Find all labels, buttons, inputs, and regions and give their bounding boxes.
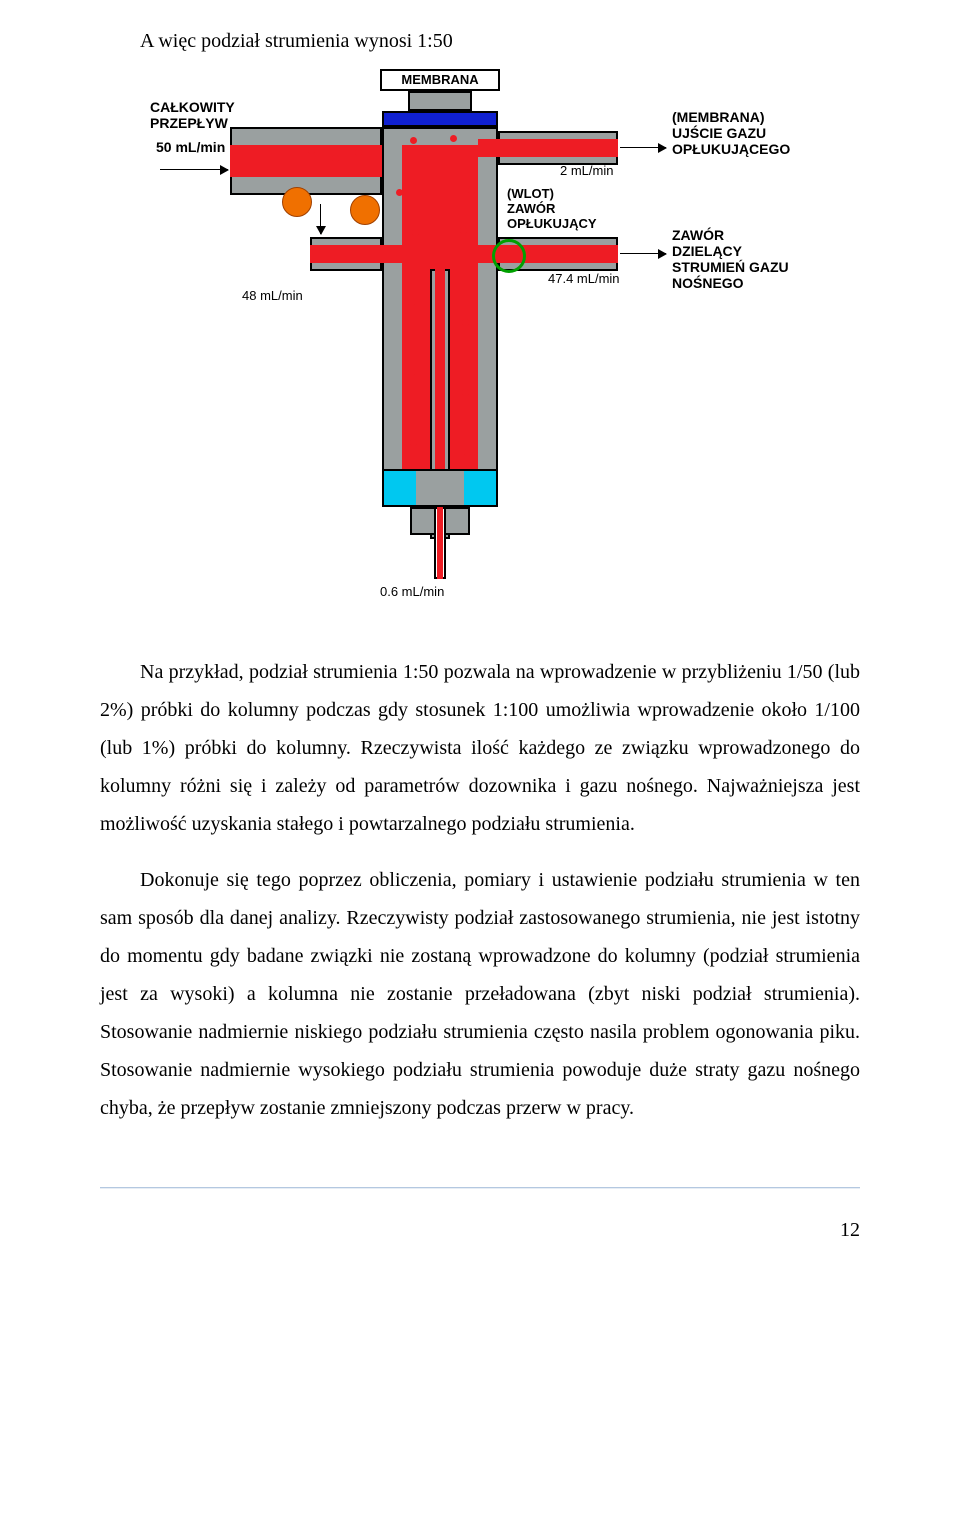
zawor-dzielacy-label: ZAWÓR DZIELĄCY STRUMIEŃ GAZU NOŚNEGO xyxy=(672,227,789,291)
separator xyxy=(100,1187,860,1189)
inlet-pipe-flow xyxy=(230,145,402,177)
wlot-zawor-label: (WLOT) ZAWÓR OPŁUKUJĄCY xyxy=(507,187,597,232)
green-ring xyxy=(492,239,526,273)
body-text: Na przykład, podział strumienia 1:50 poz… xyxy=(100,653,860,1127)
dot xyxy=(396,189,403,196)
arrow-48-down xyxy=(320,204,321,234)
membrana-label-box: MEMBRANA xyxy=(380,69,500,91)
dot xyxy=(410,439,417,446)
paragraph-2: Dokonuje się tego poprzez obliczenia, po… xyxy=(100,861,860,1127)
cyan-left xyxy=(384,471,416,505)
calkowity-value: 50 mL/min xyxy=(156,139,225,155)
arrow-out-top xyxy=(620,147,666,148)
dot xyxy=(462,389,469,396)
dot xyxy=(510,143,516,149)
dot xyxy=(464,449,471,456)
orange-dot-1 xyxy=(282,187,312,217)
calkowity-label: CAŁKOWITY PRZEPŁYW xyxy=(150,99,235,131)
membrana-neck xyxy=(408,91,472,111)
page-number: 12 xyxy=(100,1219,860,1242)
column-flow xyxy=(437,507,443,579)
dot xyxy=(590,143,596,149)
diagram-container: MEMBRANA CAŁKOWITY PRZEPŁYW 50 mL/min 2 … xyxy=(100,69,860,629)
dot xyxy=(408,369,415,376)
membrana-ujscie-label: (MEMBRANA) UJŚCIE GAZU OPŁUKUJĄCEGO xyxy=(672,109,790,157)
flow-2: 2 mL/min xyxy=(560,164,613,179)
dot xyxy=(548,143,554,149)
dot xyxy=(410,137,417,144)
dot xyxy=(468,187,475,194)
flow-06: 0.6 mL/min xyxy=(380,585,444,600)
dot xyxy=(308,147,315,154)
arrow-in xyxy=(160,169,228,170)
paragraph-1: Na przykład, podział strumienia 1:50 poz… xyxy=(100,653,860,843)
dot xyxy=(460,227,467,234)
flow-diagram: MEMBRANA CAŁKOWITY PRZEPŁYW 50 mL/min 2 … xyxy=(150,69,810,629)
title-line: A więc podział strumienia wynosi 1:50 xyxy=(140,30,860,53)
arrow-out-mid xyxy=(620,253,666,254)
dot xyxy=(332,155,339,162)
dot xyxy=(530,251,536,257)
dot xyxy=(484,143,490,149)
dot xyxy=(412,229,419,236)
dot xyxy=(570,251,576,257)
dot xyxy=(450,135,457,142)
dot xyxy=(352,251,358,257)
dot xyxy=(408,299,415,306)
page: A więc podział strumienia wynosi 1:50 ME… xyxy=(0,0,960,1272)
flow-48: 48 mL/min xyxy=(242,289,303,304)
membrana-block xyxy=(382,111,498,127)
dot xyxy=(462,319,469,326)
flow-474: 47.4 mL/min xyxy=(548,272,620,287)
dot xyxy=(355,149,362,156)
orange-dot-2 xyxy=(350,195,380,225)
cyan-right xyxy=(464,471,496,505)
